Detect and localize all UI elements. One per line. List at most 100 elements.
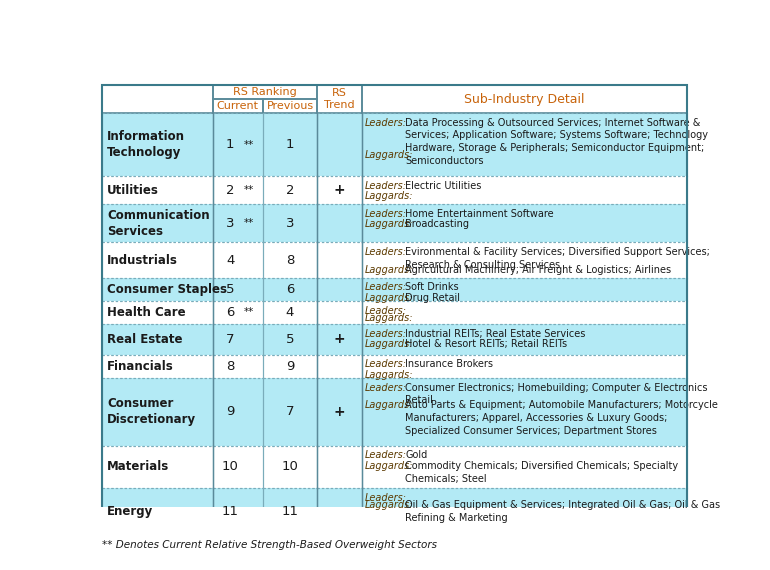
Bar — [317, 301, 362, 324]
Bar — [102, 324, 213, 355]
Text: Utilities: Utilities — [107, 184, 159, 197]
Text: Health Care: Health Care — [107, 306, 186, 319]
Bar — [102, 204, 213, 242]
Bar — [263, 324, 317, 355]
Text: RS Ranking: RS Ranking — [233, 87, 296, 97]
Bar — [317, 446, 362, 488]
Text: Real Estate: Real Estate — [107, 333, 182, 346]
Bar — [102, 176, 213, 204]
Text: Leaders:: Leaders: — [365, 181, 407, 191]
Text: Consumer
Discretionary: Consumer Discretionary — [107, 397, 196, 426]
Text: 10: 10 — [282, 461, 299, 473]
Text: Information
Technology: Information Technology — [107, 130, 185, 159]
Bar — [213, 378, 263, 446]
Text: Leaders:: Leaders: — [365, 382, 407, 393]
Bar — [213, 488, 263, 536]
Bar — [102, 86, 213, 113]
Text: Evironmental & Facility Services; Diversified Support Services;
Research & Consu: Evironmental & Facility Services; Divers… — [406, 247, 711, 270]
Text: 1: 1 — [226, 138, 234, 151]
Text: 8: 8 — [286, 254, 294, 267]
Bar — [102, 488, 213, 536]
Text: Laggards:: Laggards: — [365, 219, 413, 229]
Text: 3: 3 — [286, 217, 294, 230]
Bar — [317, 204, 362, 242]
Bar — [263, 242, 317, 278]
Bar — [213, 324, 263, 355]
Bar — [317, 278, 362, 301]
Text: **: ** — [243, 185, 254, 195]
Text: Financials: Financials — [107, 360, 174, 373]
Bar — [102, 301, 213, 324]
Text: Laggards:: Laggards: — [365, 293, 413, 303]
Text: Leaders:: Leaders: — [365, 329, 407, 339]
Text: Leaders:: Leaders: — [365, 247, 407, 257]
Bar — [362, 355, 687, 378]
Bar — [317, 113, 362, 176]
Text: Auto Parts & Equipment; Automobile Manufacturers; Motorcycle
Manufacturers; Appa: Auto Parts & Equipment; Automobile Manuf… — [406, 400, 718, 436]
Bar — [362, 176, 687, 204]
Text: 1: 1 — [286, 138, 294, 151]
Text: Leaders:: Leaders: — [365, 492, 407, 503]
Text: Home Entertainment Software: Home Entertainment Software — [406, 209, 554, 218]
Text: Insurance Brokers: Insurance Brokers — [406, 360, 494, 369]
Text: Laggards:: Laggards: — [365, 339, 413, 349]
Text: Laggards:: Laggards: — [365, 264, 413, 275]
Bar — [362, 204, 687, 242]
Text: 9: 9 — [226, 405, 234, 418]
Text: Consumer Electronics; Homebuilding; Computer & Electronics
Retail: Consumer Electronics; Homebuilding; Comp… — [406, 382, 708, 405]
Text: Laggards:: Laggards: — [365, 461, 413, 471]
Text: 10: 10 — [222, 461, 239, 473]
Bar — [102, 242, 213, 278]
Bar — [263, 99, 317, 113]
Bar — [213, 176, 263, 204]
Text: Broadcasting: Broadcasting — [406, 219, 470, 229]
Text: Laggards:: Laggards: — [365, 191, 413, 201]
Bar — [213, 204, 263, 242]
Bar — [213, 446, 263, 488]
Text: 7: 7 — [286, 405, 294, 418]
Bar — [362, 378, 687, 446]
Text: Data Processing & Outsourced Services; Internet Software &
Services; Application: Data Processing & Outsourced Services; I… — [406, 117, 708, 166]
Bar — [317, 86, 362, 113]
Text: Electric Utilities: Electric Utilities — [406, 181, 482, 191]
Bar — [317, 355, 362, 378]
Text: Industrial REITs; Real Estate Services: Industrial REITs; Real Estate Services — [406, 329, 586, 339]
Bar — [263, 204, 317, 242]
Bar — [213, 355, 263, 378]
Text: Leaders:: Leaders: — [365, 209, 407, 218]
Text: 5: 5 — [286, 333, 294, 346]
Bar — [213, 278, 263, 301]
Text: ** Denotes Current Relative Strength-Based Overweight Sectors: ** Denotes Current Relative Strength-Bas… — [102, 540, 437, 551]
Text: Agricultural Machinery; Air Freight & Logistics; Airlines: Agricultural Machinery; Air Freight & Lo… — [406, 264, 671, 275]
Text: Consumer Staples: Consumer Staples — [107, 283, 227, 296]
Text: Current: Current — [216, 101, 259, 111]
Bar — [213, 242, 263, 278]
Bar — [362, 301, 687, 324]
Bar — [102, 378, 213, 446]
Bar — [263, 488, 317, 536]
Text: Previous: Previous — [266, 101, 313, 111]
Text: Materials: Materials — [107, 461, 169, 473]
Text: 2: 2 — [286, 184, 294, 197]
Bar — [102, 446, 213, 488]
Text: 5: 5 — [226, 283, 234, 296]
Text: 4: 4 — [226, 254, 234, 267]
Text: 2: 2 — [226, 184, 234, 197]
Bar — [213, 301, 263, 324]
Text: Industrials: Industrials — [107, 254, 178, 267]
Bar — [362, 324, 687, 355]
Bar — [362, 242, 687, 278]
Text: 4: 4 — [286, 306, 294, 319]
Bar — [263, 301, 317, 324]
Bar — [317, 324, 362, 355]
Text: +: + — [333, 405, 346, 419]
Bar — [213, 113, 263, 176]
Text: +: + — [333, 183, 346, 197]
Text: **: ** — [243, 218, 254, 228]
Text: Sub-Industry Detail: Sub-Industry Detail — [464, 93, 584, 105]
Bar — [317, 378, 362, 446]
Text: Oil & Gas Equipment & Services; Integrated Oil & Gas; Oil & Gas
Refining & Marke: Oil & Gas Equipment & Services; Integrat… — [406, 500, 721, 523]
Text: Laggards:: Laggards: — [365, 150, 413, 160]
Bar — [213, 99, 263, 113]
Text: **: ** — [243, 307, 254, 317]
